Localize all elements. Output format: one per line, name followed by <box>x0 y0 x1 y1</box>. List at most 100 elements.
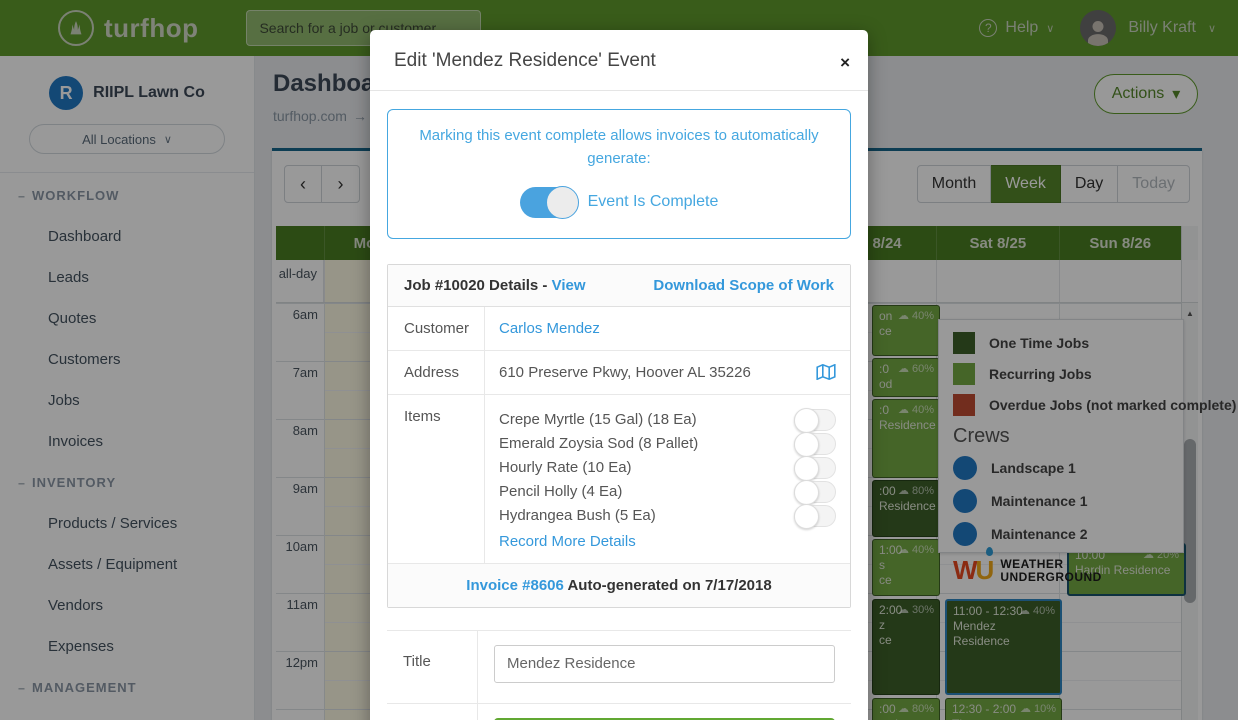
day-header-sun: Sun 8/26 <box>1058 226 1181 260</box>
day-header-sat: Sat 8/25 <box>936 226 1058 260</box>
modal-title: Edit 'Mendez Residence' Event <box>394 50 656 71</box>
sidebar-section-management: -- MANAGEMENT <box>18 680 137 695</box>
sidebar-item-products-services[interactable]: Products / Services <box>48 515 178 532</box>
calendar-event-mendez-residence[interactable]: ☁ 40% 11:00 - 12:30 Mendez Residence <box>945 599 1062 695</box>
job-details-heading: Job #10020 Details - <box>404 276 548 294</box>
brand-name: turfhop <box>104 12 199 43</box>
calendar-event[interactable]: ☁ 80% :00 Residence <box>872 480 940 537</box>
sidebar-nav: -- WORKFLOW Dashboard Leads Quotes Custom… <box>0 175 254 720</box>
sidebar-item-assets-equipment[interactable]: Assets / Equipment <box>48 556 178 573</box>
scrollbar-up-arrow[interactable]: ▲ <box>1182 305 1198 321</box>
view-today-button[interactable]: Today <box>1118 165 1190 203</box>
view-week-button[interactable]: Week <box>991 165 1061 203</box>
section-dash-icon: -- <box>18 475 25 490</box>
job-item-row: Crepe Myrtle (15 Gal) (18 Ea) <box>499 407 836 433</box>
org-logo: R <box>49 76 84 110</box>
section-dash-icon: -- <box>18 680 25 695</box>
complete-notice-box: Marking this event complete allows invoi… <box>387 109 851 239</box>
view-day-button[interactable]: Day <box>1060 165 1119 203</box>
toggle-knob <box>794 455 819 481</box>
calendar-event[interactable]: ☁ 40% :0 Residence <box>872 399 940 478</box>
weather-underground-logo: WU WEATHER UNDERGROUND <box>953 547 1169 586</box>
download-scope-link[interactable]: Download Scope of Work <box>653 276 834 294</box>
section-dash-icon: -- <box>18 188 25 203</box>
time-label: 7am <box>292 365 318 380</box>
sidebar-item-leads[interactable]: Leads <box>48 269 89 286</box>
avatar <box>1080 10 1117 46</box>
calendar-event[interactable]: ☁80% :00ns Lawn <box>872 698 940 720</box>
close-icon[interactable]: × <box>840 53 850 72</box>
user-name: Billy Kraft <box>1128 19 1196 36</box>
up-arrow-icon: ▲ <box>1185 308 1194 318</box>
sidebar-item-dashboard[interactable]: Dashboard <box>48 228 122 245</box>
calendar-event[interactable]: ☁ 30% 2:00 z ce <box>872 599 940 695</box>
edit-event-modal: Edit 'Mendez Residence' Event × Marking … <box>370 30 868 720</box>
item-toggle[interactable] <box>794 503 836 529</box>
scrollbar-thumb[interactable] <box>1183 439 1196 603</box>
calendar-toolbar: ‹ › Month Week Day Today <box>284 165 1190 203</box>
view-job-link[interactable]: View <box>551 276 586 294</box>
calendar-event-thomas[interactable]: ☁10% 12:30 - 2:00Thomas <box>945 698 1062 720</box>
calendar-legend: One Time Jobs Recurring Jobs Overdue Job… <box>938 319 1236 585</box>
org-header: R RIIPL Lawn Co <box>0 56 254 110</box>
toggle-knob <box>545 185 579 219</box>
job-item-row: Hydrangea Bush (5 Ea) <box>499 503 836 529</box>
cloud-icon: ☁ <box>897 604 909 616</box>
sidebar-item-quotes[interactable]: Quotes <box>48 310 97 327</box>
event-complete-toggle[interactable] <box>519 185 579 219</box>
all-day-cell[interactable] <box>936 260 1058 302</box>
actions-button[interactable]: Actions ▾ <box>1094 74 1198 114</box>
all-day-cell[interactable] <box>1058 260 1181 302</box>
cloud-icon: ☁ <box>1018 605 1030 617</box>
title-input[interactable] <box>494 644 835 683</box>
map-icon[interactable] <box>816 364 836 380</box>
cloud-icon: ☁ <box>897 544 909 556</box>
customer-link[interactable]: Carlos Mendez <box>499 319 600 337</box>
locations-label: All Locations <box>82 131 156 147</box>
toggle-knob <box>794 407 819 433</box>
breadcrumb-home[interactable]: turfhop.com <box>273 108 347 124</box>
sidebar-item-customers[interactable]: Customers <box>48 351 121 368</box>
chevron-left-icon: ‹ <box>300 173 306 194</box>
time-label: 6am <box>292 307 318 322</box>
invoice-link[interactable]: Invoice #8606 <box>466 576 564 594</box>
all-day-label: all-day <box>276 260 324 302</box>
sidebar-item-vendors[interactable]: Vendors <box>48 597 104 614</box>
help-label: Help <box>1005 19 1039 36</box>
sidebar: R RIIPL Lawn Co All Locations ∨ -- WORKFL… <box>0 56 255 720</box>
help-menu[interactable]: ? Help ∨ <box>979 19 1054 37</box>
address-value: 610 Preserve Pkwy, Hoover AL 35226 <box>499 363 751 381</box>
chevron-right-icon: › <box>337 173 344 194</box>
crew-color-dot <box>953 522 977 546</box>
crew-label: Crew <box>387 704 477 720</box>
sidebar-item-jobs[interactable]: Jobs <box>48 392 80 409</box>
sidebar-divider <box>0 172 254 173</box>
item-toggle[interactable] <box>794 479 836 505</box>
time-label: 11am <box>286 597 318 612</box>
record-more-details-link[interactable]: Record More Details <box>499 532 636 550</box>
breadcrumb-arrow-icon: → <box>352 108 367 124</box>
user-menu[interactable]: Billy Kraft ∨ <box>1080 10 1216 46</box>
next-week-button[interactable]: › <box>322 165 360 203</box>
item-toggle[interactable] <box>794 455 836 481</box>
sidebar-item-expenses[interactable]: Expenses <box>48 638 114 655</box>
time-label: 12pm <box>285 655 318 670</box>
prev-week-button[interactable]: ‹ <box>284 165 322 203</box>
caret-down-icon: ▾ <box>1172 86 1181 103</box>
crew-color-dot <box>953 489 977 513</box>
brand-logo[interactable]: turfhop <box>58 10 198 46</box>
crew-select[interactable]: Select a crew... ▾ <box>494 717 835 720</box>
sidebar-item-invoices[interactable]: Invoices <box>48 433 104 450</box>
breadcrumb: turfhop.com → <box>273 108 367 124</box>
org-name: RIIPL Lawn Co <box>93 84 205 101</box>
job-item-row: Hourly Rate (10 Ea) <box>499 455 836 481</box>
address-label: Address <box>404 363 460 381</box>
item-toggle[interactable] <box>794 407 836 433</box>
cloud-icon: ☁ <box>897 485 909 497</box>
view-month-button[interactable]: Month <box>916 165 992 203</box>
item-toggle[interactable] <box>794 431 836 457</box>
legend-item: Overdue Jobs (not marked complete) <box>953 394 1236 416</box>
locations-dropdown[interactable]: All Locations ∨ <box>29 124 225 154</box>
calendar-event[interactable]: ☁ 40% 1:00 s ce <box>872 539 940 596</box>
legend-crew-item: Landscape 1 <box>953 456 1169 480</box>
